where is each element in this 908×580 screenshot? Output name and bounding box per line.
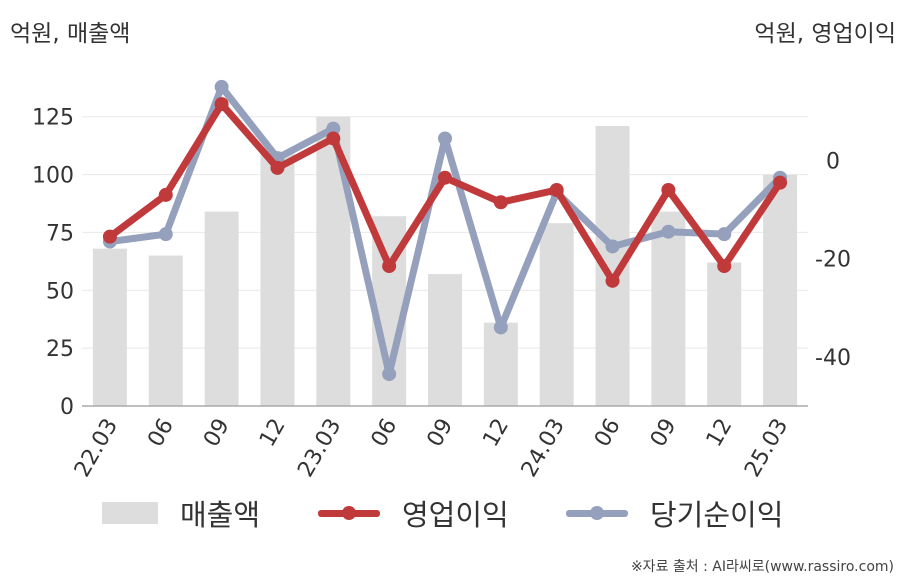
left-tick-label: 100 xyxy=(32,164,74,189)
legend-swatch-net-income xyxy=(566,502,628,524)
legend-item-net-income: 당기순이익 xyxy=(566,493,783,533)
point-net-income xyxy=(382,367,397,382)
point-operating-profit xyxy=(214,97,229,112)
right-tick-label: -20 xyxy=(815,248,851,273)
legend-label-sales: 매출액 xyxy=(180,498,261,532)
x-tick-label: 09 xyxy=(646,415,682,452)
x-tick-label: 12 xyxy=(478,415,514,452)
bar-sales xyxy=(483,322,518,406)
left-tick-label: 0 xyxy=(60,395,74,420)
point-operating-profit xyxy=(605,273,620,288)
bar-sales xyxy=(428,274,462,406)
point-operating-profit xyxy=(326,131,341,146)
point-net-income xyxy=(158,227,173,242)
bar-sales xyxy=(260,151,295,406)
x-tick-label: 22.03 xyxy=(70,415,123,482)
x-tick-label: 25.03 xyxy=(740,415,793,482)
x-tick-label: 24.03 xyxy=(517,415,570,482)
left-tick-label: 50 xyxy=(46,279,74,304)
line-series xyxy=(102,79,788,382)
bar-sales xyxy=(148,255,183,406)
point-operating-profit xyxy=(549,183,564,197)
source-note: ※자료 출처 : AI라씨로(www.rassiro.com) xyxy=(630,559,894,575)
x-tick-label: 06 xyxy=(143,415,179,452)
left-tick-label: 25 xyxy=(46,337,74,362)
bar-sales xyxy=(539,223,574,406)
legend-swatch-operating-profit xyxy=(318,502,380,524)
point-operating-profit xyxy=(270,160,285,175)
point-operating-profit xyxy=(773,175,788,190)
x-tick-label: 06 xyxy=(590,415,626,452)
left-tick-label: 125 xyxy=(32,106,74,131)
right-tick-label: 0 xyxy=(826,150,840,175)
legend-swatch-sales xyxy=(102,502,158,524)
point-net-income xyxy=(214,79,229,94)
right-axis-label: 억원, 영업이익 xyxy=(754,21,896,47)
x-tick-label: 12 xyxy=(255,415,291,452)
left-tick-label: 75 xyxy=(46,221,74,246)
point-operating-profit xyxy=(493,195,508,210)
point-operating-profit xyxy=(661,183,676,197)
point-net-income xyxy=(493,320,508,335)
point-operating-profit xyxy=(717,259,732,274)
legend-item-sales: 매출액 xyxy=(102,493,260,533)
point-operating-profit xyxy=(102,229,117,244)
bar-sales xyxy=(651,211,686,406)
legend-label-net-income: 당기순이익 xyxy=(650,498,784,532)
bar-series xyxy=(92,116,798,406)
point-net-income xyxy=(717,227,732,242)
bar-sales xyxy=(763,174,798,406)
x-tick-label: 09 xyxy=(199,415,235,452)
x-tick-label: 23.03 xyxy=(293,415,346,482)
point-net-income xyxy=(438,131,452,146)
point-operating-profit xyxy=(158,187,173,202)
legend-label-operating-profit: 영업이익 xyxy=(402,498,509,532)
point-operating-profit xyxy=(438,170,452,185)
right-tick-label: -40 xyxy=(815,346,851,371)
x-tick-label: 12 xyxy=(702,415,738,452)
x-tick-label: 06 xyxy=(367,415,403,452)
legend-item-operating-profit: 영업이익 xyxy=(318,493,509,533)
x-tick-label: 09 xyxy=(423,415,459,452)
point-net-income xyxy=(661,224,676,239)
point-net-income xyxy=(605,239,620,254)
left-axis-label: 억원, 매출액 xyxy=(10,21,131,47)
bar-sales xyxy=(204,211,239,406)
point-net-income xyxy=(326,121,341,136)
bar-sales xyxy=(707,262,742,406)
point-operating-profit xyxy=(382,259,397,274)
gridlines xyxy=(82,116,808,349)
bar-sales xyxy=(92,248,127,406)
